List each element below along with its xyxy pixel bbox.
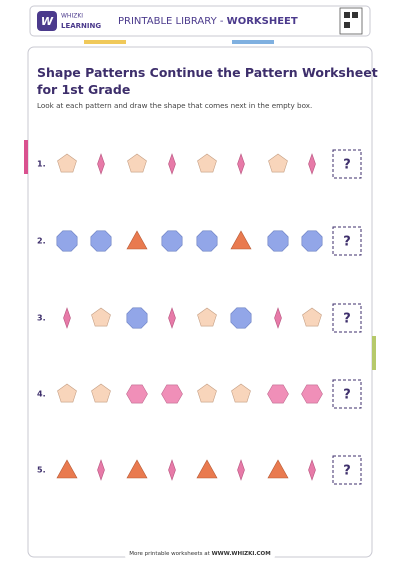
pattern-shape [57, 153, 77, 173]
row-number: 4. [37, 390, 46, 399]
qr-code [339, 7, 363, 35]
title: Shape Patterns Continue the Pattern Work… [37, 65, 378, 97]
logo-bottom: LEARNING [61, 22, 101, 30]
pattern-shape [91, 307, 111, 327]
deco-stripe [24, 140, 28, 174]
row-number: 1. [37, 160, 46, 169]
pattern-shape [237, 153, 245, 175]
pattern-shape [168, 307, 176, 329]
deco-stripe [84, 40, 126, 44]
pattern-shape [308, 459, 316, 481]
header-label-text: PRINTABLE LIBRARY - [118, 16, 227, 27]
footer-link[interactable]: WWW.WHIZKI.COM [212, 551, 271, 557]
instructions: Look at each pattern and draw the shape … [37, 101, 312, 110]
pattern-shape [126, 307, 148, 329]
pattern-shape [161, 384, 183, 404]
deco-stripe [372, 336, 376, 370]
pattern-shape [127, 153, 147, 173]
pattern-shape [126, 230, 148, 250]
pattern-shape [126, 459, 148, 479]
pattern-shape [63, 307, 71, 329]
answer-mark: ? [343, 312, 351, 327]
deco-stripe [232, 40, 274, 44]
pattern-shape [274, 307, 282, 329]
answer-box [332, 303, 362, 333]
answer-mark: ? [343, 235, 351, 250]
pattern-shape [237, 459, 245, 481]
answer-box [332, 379, 362, 409]
header-label-bold: WORKSHEET [227, 16, 298, 27]
qr-dot [344, 22, 350, 28]
qr-dot [352, 12, 358, 18]
answer-mark: ? [343, 464, 351, 479]
pattern-shape [168, 459, 176, 481]
footer: More printable worksheets at WWW.WHIZKI.… [129, 551, 270, 557]
pattern-shape [267, 384, 289, 404]
pattern-shape [267, 230, 289, 252]
pattern-shape [161, 230, 183, 252]
title-line: Shape Patterns Continue the Pattern Work… [37, 65, 378, 80]
answer-box [332, 455, 362, 485]
pattern-shape [197, 153, 217, 173]
pattern-shape [126, 384, 148, 404]
pattern-shape [308, 153, 316, 175]
pattern-shape [268, 153, 288, 173]
pattern-shape [301, 384, 323, 404]
row-number: 5. [37, 466, 46, 475]
title-line: for 1st Grade [37, 82, 130, 97]
pattern-shape [97, 153, 105, 175]
footer-text: More printable worksheets at [129, 551, 211, 557]
pattern-shape [197, 383, 217, 403]
pattern-shape [231, 383, 251, 403]
pattern-shape [91, 383, 111, 403]
header-frame [29, 5, 371, 37]
pattern-shape [56, 230, 78, 252]
footer-bg [125, 547, 275, 559]
answer-mark: ? [343, 388, 351, 403]
pattern-shape [197, 307, 217, 327]
row-number: 2. [37, 237, 46, 246]
pattern-shape [302, 307, 322, 327]
pattern-shape [230, 230, 252, 250]
pattern-shape [196, 230, 218, 252]
answer-mark: ? [343, 158, 351, 173]
pattern-shape [97, 459, 105, 481]
pattern-shape [230, 307, 252, 329]
logo-icon [37, 11, 57, 31]
pattern-shape [90, 230, 112, 252]
pattern-shape [57, 383, 77, 403]
pattern-shape [267, 459, 289, 479]
header-label: PRINTABLE LIBRARY - WORKSHEET [118, 16, 298, 27]
answer-box [332, 149, 362, 179]
row-number: 3. [37, 314, 46, 323]
logo-top: WHIZKI [61, 13, 83, 20]
logo-letter: W [41, 15, 54, 28]
pattern-rows: 1. ? 2. ? 3. ? 4. ? 5.? [37, 149, 362, 485]
pattern-shape [196, 459, 218, 479]
pattern-shape [301, 230, 323, 252]
answer-box [332, 226, 362, 256]
pattern-shape [56, 459, 78, 479]
qr-dot [344, 12, 350, 18]
pattern-shape [168, 153, 176, 175]
